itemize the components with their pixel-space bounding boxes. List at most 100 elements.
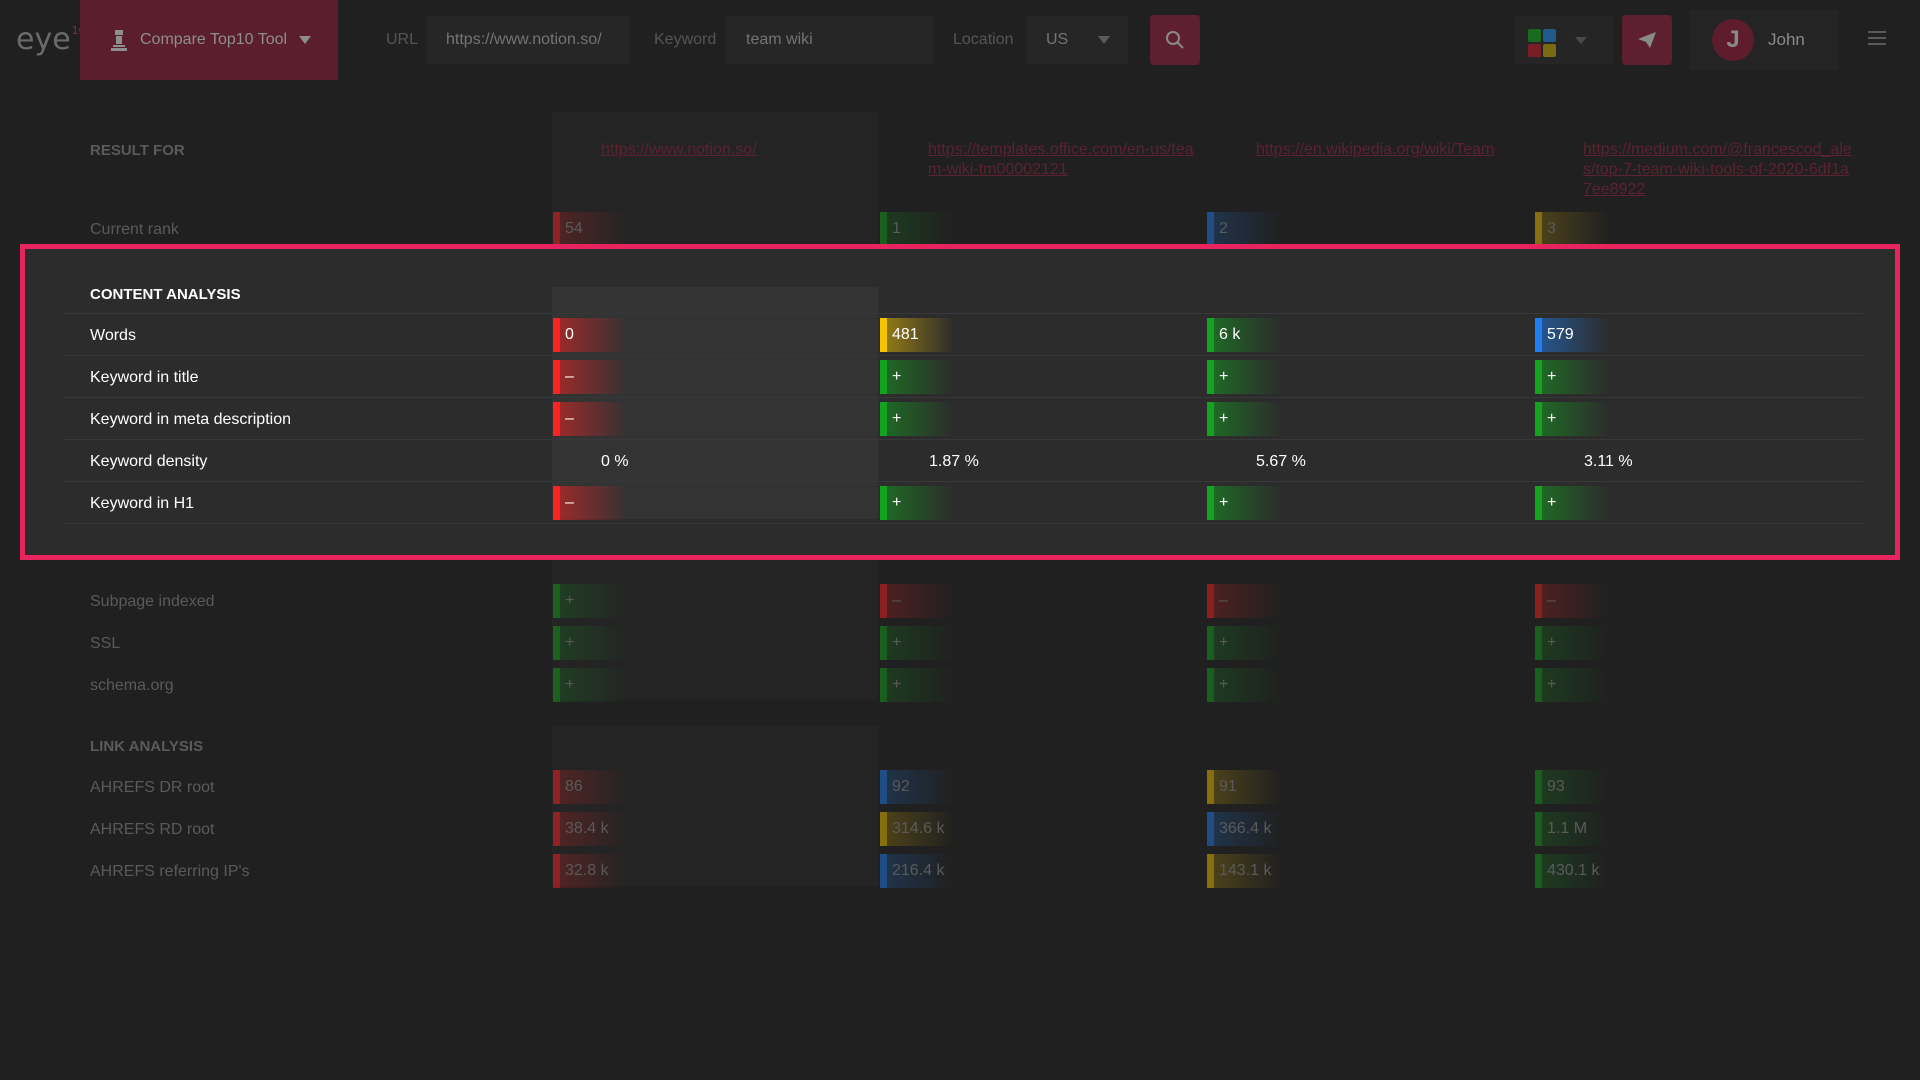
metric-cell: 92: [880, 770, 954, 804]
chevron-down-icon: [1575, 37, 1587, 44]
metric-cell: +: [880, 626, 954, 660]
result-url-4[interactable]: https://medium.com/@francescod_ales/top-…: [1583, 141, 1852, 198]
content-analysis-panel: CONTENT ANALYSIS Words 0 481 6 k 579 Key…: [20, 244, 1900, 560]
url-label: URL: [386, 31, 419, 48]
keyword-input[interactable]: team wiki: [726, 16, 934, 64]
metric-cell: 93: [1535, 770, 1609, 804]
metric-cell: 86: [553, 770, 627, 804]
result-url-2[interactable]: https://templates.office.com/en-us/team-…: [928, 141, 1194, 178]
metric-cell: +: [1535, 402, 1609, 436]
density-value: 3.11 %: [1584, 453, 1633, 470]
apps-grid-icon: [1528, 29, 1541, 42]
keyword-density-label: Keyword density: [90, 453, 208, 470]
metric-cell: 366.4 k: [1207, 812, 1281, 846]
top-bar: eye10 Compare Top10 Tool URL https://www…: [0, 0, 1920, 80]
metric-cell: –: [880, 584, 954, 618]
metric-cell: +: [553, 626, 627, 660]
user-name: John: [1768, 30, 1805, 49]
tool-label: Compare Top10 Tool: [140, 31, 288, 48]
apps-grid-icon-part: [1543, 29, 1556, 42]
chevron-down-icon: [299, 36, 312, 44]
metric-cell: +: [1207, 486, 1281, 520]
current-rank-label: Current rank: [90, 221, 179, 238]
ahrefs-ip-label: AHREFS referring IP's: [90, 863, 250, 880]
keyword-in-title-label: Keyword in title: [90, 369, 199, 386]
row-divider: [63, 439, 1863, 440]
rank-cell: 3: [1535, 212, 1609, 246]
url-input[interactable]: https://www.notion.so/: [426, 16, 630, 64]
result-for-label: RESULT FOR: [90, 142, 185, 159]
subpage-indexed-label: Subpage indexed: [90, 593, 215, 610]
row-divider: [63, 397, 1863, 398]
metric-cell: +: [1207, 668, 1281, 702]
density-value: 1.87 %: [929, 453, 979, 470]
result-url-3[interactable]: https://en.wikipedia.org/wiki/Team: [1256, 141, 1495, 158]
metric-cell: –: [553, 360, 627, 394]
row-divider: [63, 313, 1863, 314]
metric-cell: 216.4 k: [880, 854, 954, 888]
metric-cell: –: [1207, 584, 1281, 618]
chevron-down-icon: [1098, 36, 1110, 44]
hamburger-menu-icon[interactable]: [1868, 31, 1886, 45]
apps-grid-icon-part: [1543, 44, 1556, 57]
metric-cell: 579: [1535, 318, 1609, 352]
metric-cell: –: [1535, 584, 1609, 618]
metric-cell: 1.1 M: [1535, 812, 1609, 846]
column-highlight: [552, 112, 878, 244]
metric-cell: 32.8 k: [553, 854, 627, 888]
words-label: Words: [90, 327, 136, 344]
rank-cell: 2: [1207, 212, 1281, 246]
user-menu[interactable]: J John: [1690, 10, 1838, 70]
metric-cell: 38.4 k: [553, 812, 627, 846]
metric-cell: +: [1535, 626, 1609, 660]
send-button[interactable]: [1622, 15, 1672, 65]
rank-cell: 1: [880, 212, 954, 246]
metric-cell: +: [880, 402, 954, 436]
link-analysis-title: LINK ANALYSIS: [90, 738, 204, 755]
row-divider: [63, 481, 1863, 482]
metric-cell: 430.1 k: [1535, 854, 1609, 888]
metric-cell: +: [1535, 486, 1609, 520]
metric-cell: 143.1 k: [1207, 854, 1281, 888]
metric-cell: +: [1207, 360, 1281, 394]
row-divider: [63, 523, 1863, 524]
location-label: Location: [953, 31, 1014, 48]
metric-cell: +: [1535, 668, 1609, 702]
logo[interactable]: eye10: [16, 22, 86, 57]
ahrefs-rd-label: AHREFS RD root: [90, 821, 215, 838]
density-value: 5.67 %: [1256, 453, 1306, 470]
metric-cell: +: [1535, 360, 1609, 394]
location-select[interactable]: US: [1026, 16, 1128, 64]
ssl-label: SSL: [90, 635, 121, 652]
metric-cell: +: [553, 584, 627, 618]
metric-cell: 91: [1207, 770, 1281, 804]
avatar: J: [1712, 19, 1754, 61]
metric-cell: 314.6 k: [880, 812, 954, 846]
compare-tool-dropdown[interactable]: Compare Top10 Tool: [80, 0, 338, 80]
metric-cell: +: [1207, 626, 1281, 660]
metric-cell: +: [880, 486, 954, 520]
rank-cell: 54: [553, 212, 627, 246]
keyword-in-meta-label: Keyword in meta description: [90, 411, 291, 428]
metric-cell: 6 k: [1207, 318, 1281, 352]
apps-switcher[interactable]: [1515, 16, 1613, 64]
apps-grid-icon-part: [1528, 44, 1541, 57]
metric-cell: +: [553, 668, 627, 702]
keyword-in-h1-label: Keyword in H1: [90, 495, 195, 512]
density-value: 0 %: [601, 453, 629, 470]
row-divider: [63, 355, 1863, 356]
metric-cell: +: [880, 668, 954, 702]
keyword-label: Keyword: [654, 31, 717, 48]
result-url-1[interactable]: https://www.notion.so/: [601, 141, 757, 158]
search-button[interactable]: [1150, 15, 1200, 65]
metric-cell: +: [880, 360, 954, 394]
metric-cell: 0: [553, 318, 627, 352]
location-value: US: [1046, 31, 1069, 48]
metric-cell: 481: [880, 318, 954, 352]
schema-org-label: schema.org: [90, 677, 174, 694]
chess-piece-icon: [111, 30, 127, 51]
column-highlight: [552, 560, 878, 700]
content-analysis-title: CONTENT ANALYSIS: [90, 286, 241, 303]
search-icon: [1166, 31, 1184, 49]
paper-plane-icon: [1638, 32, 1656, 48]
